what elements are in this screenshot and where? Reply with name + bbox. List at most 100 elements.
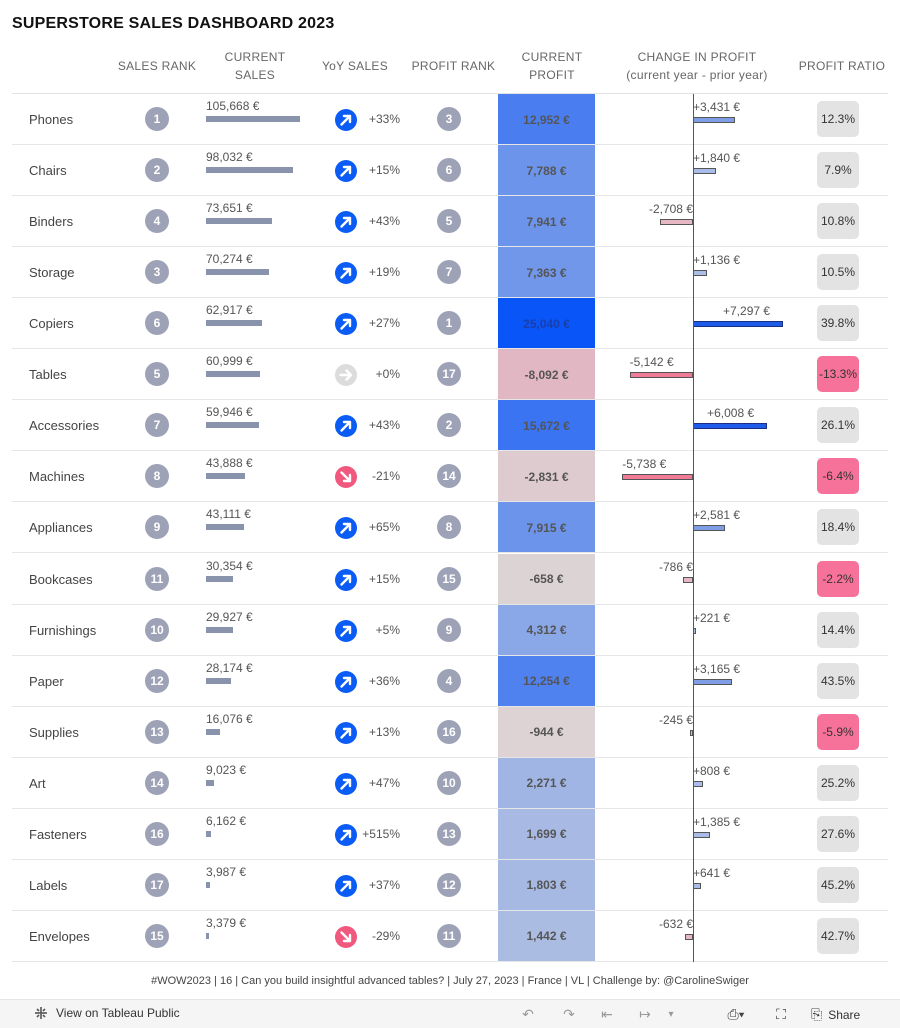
change-in-profit-bar <box>693 270 707 277</box>
profit-rank-badge: 3 <box>437 107 461 131</box>
yoy-sales-value: +13% <box>368 724 400 739</box>
current-sales-label: 43,888 € <box>206 456 253 471</box>
arrow-up-right-icon <box>335 772 357 795</box>
profit-rank-badge: 15 <box>437 566 461 591</box>
table-row: Labels 17 3,987 € +37% 12 1,803 € +641 € 45.2% <box>0 859 900 911</box>
pause-icon[interactable]: ↦ <box>639 1005 651 1022</box>
footer-credit: #WOW2023 | 16 | Can you build insightful… <box>151 975 749 987</box>
header-current-profit: CURRENT PROFIT <box>498 46 606 86</box>
row-divider <box>12 297 888 299</box>
table-row: Supplies 13 16,076 € +13% 16 -944 € -245 € -5.9… <box>0 706 900 758</box>
change-in-profit-bar <box>685 933 693 940</box>
current-sales-bar <box>206 167 294 174</box>
table-row: Bookcases 11 30,354 € +15% 15 -658 € -786 € -2.… <box>0 553 900 605</box>
arrow-up-right-icon <box>335 313 357 336</box>
yoy-sales-value: +5% <box>375 622 400 637</box>
current-sales-label: 62,917 € <box>206 303 253 318</box>
arrow-up-right-icon <box>335 568 357 591</box>
profit-rank-badge: 8 <box>437 515 461 540</box>
profit-ratio-badge: 26.1% <box>817 407 859 444</box>
table-row: Copiers 6 62,917 € +27% 1 25,040 € +7,297 € 39.… <box>0 298 900 350</box>
yoy-sales-value: +43% <box>368 418 400 433</box>
current-profit-cell: -2,831 € <box>498 451 595 503</box>
header-current-sales: CURRENT SALES <box>205 46 305 86</box>
current-profit-cell: 15,672 € <box>498 400 595 452</box>
current-profit-cell: 7,363 € <box>498 247 595 299</box>
sales-rank-badge: 13 <box>145 719 169 744</box>
yoy-sales-value: -21% <box>371 469 400 484</box>
change-in-profit-label: +1,385 € <box>693 814 741 829</box>
table-row: Storage 3 70,274 € +19% 7 7,363 € +1,136 € 10.5… <box>0 247 900 299</box>
sales-rank-badge: 7 <box>145 413 169 438</box>
current-sales-label: 30,354 € <box>206 558 253 573</box>
yoy-sales-value: +515% <box>362 826 400 841</box>
arrow-down-right-icon <box>335 466 357 489</box>
header-yoy-sales: YoY SALES <box>321 59 389 73</box>
category-label: Accessories <box>29 418 100 434</box>
current-profit-cell: 1,699 € <box>498 808 595 860</box>
sales-rank-badge: 9 <box>145 515 169 540</box>
category-label: Binders <box>29 214 74 230</box>
header-change-in-profit-line2: (current year - prior year) <box>626 68 768 82</box>
header-current-sales-line1: CURRENT <box>224 50 286 64</box>
view-on-tableau-button[interactable]: View on Tableau Public <box>34 1006 180 1020</box>
profit-ratio-badge: 45.2% <box>817 866 859 903</box>
revert-icon[interactable]: ⇤ <box>601 1005 613 1022</box>
profit-rank-badge: 10 <box>437 770 461 795</box>
profit-ratio-badge: 10.8% <box>817 203 859 240</box>
current-profit-cell: 12,254 € <box>498 655 595 707</box>
change-in-profit-bar <box>689 729 693 736</box>
profit-ratio-badge: 42.7% <box>817 917 859 954</box>
tableau-logo-icon <box>35 1007 47 1019</box>
header-current-profit-line1: CURRENT <box>521 50 583 64</box>
current-profit-cell: 1,803 € <box>498 859 595 911</box>
current-sales-label: 16,076 € <box>206 711 253 726</box>
profit-ratio-badge: 14.4% <box>817 611 859 648</box>
current-sales-label: 73,651 € <box>206 201 253 216</box>
category-label: Chairs <box>29 163 67 179</box>
current-sales-label: 29,927 € <box>206 609 253 624</box>
change-in-profit-label: +1,136 € <box>693 253 741 268</box>
current-sales-bar <box>206 575 233 582</box>
arrow-up-right-icon <box>335 262 357 285</box>
sales-rank-badge: 15 <box>145 923 169 948</box>
category-label: Phones <box>29 112 74 127</box>
profit-ratio-badge: -6.4% <box>817 458 859 495</box>
change-in-profit-bar <box>693 117 736 123</box>
yoy-sales-value: -29% <box>371 928 400 943</box>
row-divider <box>12 960 888 962</box>
row-divider <box>12 195 888 197</box>
sales-rank-badge: 17 <box>145 872 169 897</box>
change-in-profit-bar <box>693 831 711 838</box>
current-sales-bar <box>206 320 262 327</box>
arrow-up-right-icon <box>335 619 357 642</box>
change-in-profit-bar <box>693 780 703 787</box>
row-divider <box>12 858 888 860</box>
share-button[interactable]: ⎘ Share <box>811 1006 860 1023</box>
sales-rank-badge: 4 <box>145 209 169 234</box>
row-divider <box>12 399 888 401</box>
dropdown-icon[interactable]: ▾ <box>668 1008 674 1020</box>
table-row: Furnishings 10 29,927 € +5% 9 4,312 € +221 € 14… <box>0 604 900 656</box>
current-sales-bar <box>206 932 209 939</box>
current-sales-bar <box>206 830 212 837</box>
profit-ratio-badge: 39.8% <box>817 305 859 342</box>
category-label: Copiers <box>29 316 74 332</box>
undo-icon[interactable]: ↶ <box>522 1005 534 1022</box>
fullscreen-icon[interactable]: ⛶ <box>776 1005 786 1022</box>
change-in-profit-label: +3,165 € <box>693 661 741 676</box>
category-label: Appliances <box>29 520 93 536</box>
table-row: Machines 8 43,888 € -21% 14 -2,831 € -5,738 € -… <box>0 451 900 503</box>
change-in-profit-bar <box>693 678 733 685</box>
profit-rank-badge: 6 <box>437 158 461 183</box>
arrow-down-right-icon <box>335 925 357 948</box>
redo-icon[interactable]: ↷ <box>563 1005 575 1022</box>
current-profit-cell: 1,442 € <box>498 910 595 962</box>
table-row: Envelopes 15 3,379 € -29% 11 1,442 € -632 € 42.… <box>0 910 900 962</box>
change-in-profit-label: +2,581 € <box>693 508 741 523</box>
download-icon[interactable]: ⎙▾ <box>727 1005 745 1022</box>
sales-rank-badge: 3 <box>145 260 169 285</box>
change-in-profit-bar <box>693 882 701 889</box>
row-divider <box>12 603 888 605</box>
current-sales-label: 9,023 € <box>206 762 247 777</box>
